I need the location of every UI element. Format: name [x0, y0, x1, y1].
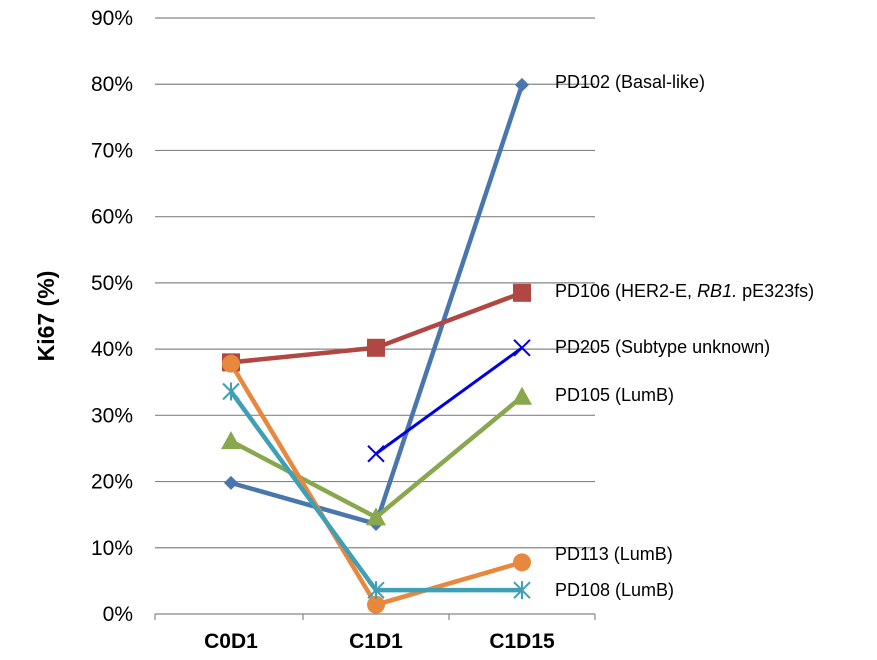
data-point-triangle	[366, 507, 386, 526]
series-label: PD106 (HER2-E, RB1. pE323fs)	[555, 281, 814, 301]
y-tick-label: 20%	[91, 471, 133, 494]
data-point-asterisk	[222, 382, 240, 401]
data-point-square	[367, 338, 385, 357]
y-tick-label: 60%	[91, 206, 133, 229]
y-tick-label: 30%	[91, 404, 133, 427]
series-markers	[221, 77, 532, 614]
y-tick-label: 50%	[91, 272, 133, 295]
data-point-circle	[222, 354, 240, 373]
data-point-diamond	[224, 475, 238, 490]
data-point-triangle	[512, 386, 532, 405]
x-tick-label: C1D15	[489, 630, 555, 653]
data-point-circle	[513, 553, 531, 572]
series-labels: PD102 (Basal-like) PD106 (HER2-E, RB1. pE…	[555, 72, 814, 600]
y-tick-label: 40%	[91, 338, 133, 361]
y-tick-label: 70%	[91, 139, 133, 162]
x-tick-label: C1D1	[349, 630, 403, 653]
series-line	[229, 390, 522, 593]
y-tick-label: 10%	[91, 537, 133, 560]
x-tick-labels: C0D1 C1D1 C1D15	[204, 630, 555, 653]
data-point-x	[367, 445, 385, 463]
series-label: PD108 (LumB)	[555, 580, 674, 600]
series-line	[229, 362, 523, 607]
data-point-asterisk	[367, 581, 385, 600]
data-point-diamond	[515, 77, 529, 92]
series-label: PD113 (LumB)	[555, 544, 673, 564]
y-axis-label: Ki67 (%)	[33, 271, 59, 362]
y-tick-label: 80%	[91, 73, 133, 96]
data-point-triangle	[221, 431, 241, 450]
series-label: PD102 (Basal-like)	[555, 72, 705, 92]
data-point-square	[513, 283, 531, 302]
y-tick-label: 90%	[91, 7, 133, 30]
x-tick-label: C0D1	[204, 630, 258, 653]
series-label: PD205 (Subtype unknown)	[555, 337, 770, 357]
series-line	[375, 346, 523, 455]
y-tick-label: 0%	[103, 603, 133, 626]
series-label: PD105 (LumB)	[555, 385, 674, 405]
y-tick-labels: 0% 10% 20% 30% 40% 50% 60% 70% 80% 90%	[91, 7, 133, 626]
data-point-circle	[367, 595, 385, 614]
data-point-x	[513, 339, 531, 357]
data-point-asterisk	[513, 581, 531, 600]
